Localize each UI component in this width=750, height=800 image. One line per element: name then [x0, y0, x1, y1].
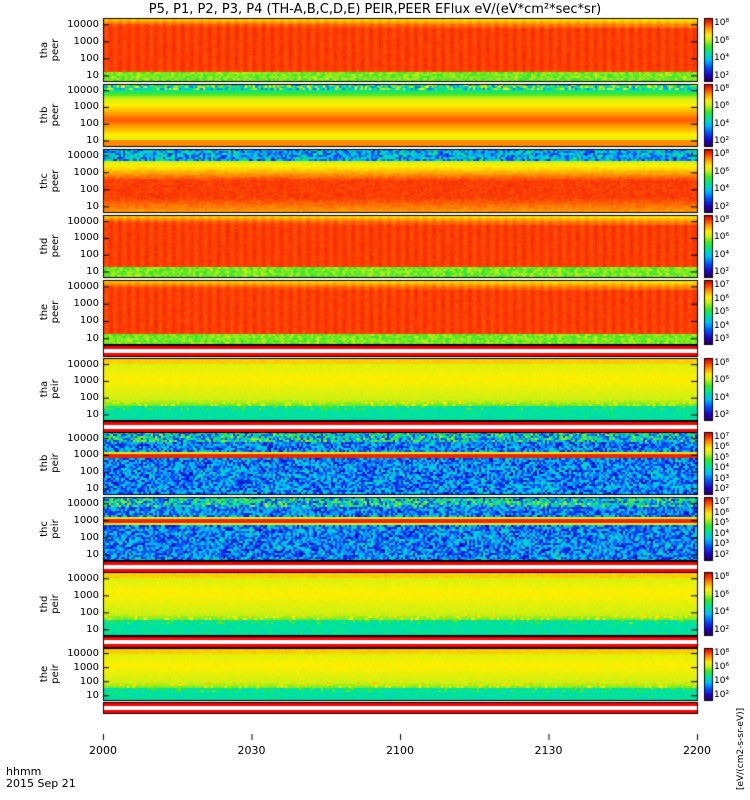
y-tick-label: 10: [86, 332, 99, 344]
panel-probe-label: the: [39, 665, 50, 683]
y-tick-label: 100: [79, 531, 99, 543]
colorbar-tick-label: 10⁸: [714, 572, 730, 582]
y-tick-label: 10: [86, 482, 99, 494]
colorbar-tick-label: 10⁶: [714, 442, 730, 453]
y-tick-label: 10: [86, 623, 99, 635]
colorbar-tick-label: 10⁶: [714, 166, 730, 177]
panel-species-label: peir: [50, 664, 61, 684]
colorbar-tick-label: 10⁸: [714, 84, 730, 94]
y-tick-label: 1000: [73, 449, 99, 461]
y-tick-label: 1000: [73, 101, 99, 113]
colorbar-tick-label: 10³: [714, 473, 730, 484]
y-tick-label: 100: [79, 675, 99, 687]
y-tick-label: 1000: [73, 514, 99, 526]
y-tick-label: 10000: [67, 647, 99, 659]
y-tick-label: 100: [79, 118, 99, 130]
colorbar-tick-label: 10³: [714, 539, 730, 550]
chart-title: P5, P1, P2, P3, P4 (TH-A,B,C,D,E) PEIR,P…: [148, 2, 602, 17]
y-tick-label: 1000: [73, 661, 99, 673]
colorbar-tick-label: 10⁴: [714, 676, 730, 686]
colorbar-tick-label: 10⁶: [714, 375, 730, 386]
colorbar-tick-label: 10⁸: [714, 149, 730, 159]
date-label: 2015 Sep 21: [6, 777, 76, 790]
colorbar-tick-label: 10⁶: [714, 35, 730, 46]
colorbar-tick-label: 10⁴: [714, 392, 730, 403]
colorbar-tick-label: 10⁵: [714, 452, 730, 463]
colorbar-tick-label: 10²: [714, 136, 730, 146]
y-tick-label: 1000: [73, 232, 99, 244]
y-tick-label: 100: [79, 249, 99, 261]
y-tick-label: 10000: [67, 358, 99, 370]
y-tick-label: 100: [79, 183, 99, 195]
x-tick-label: 2130: [534, 744, 563, 757]
y-tick-label: 10: [86, 408, 99, 420]
colorbar-tick-label: 10⁴: [714, 184, 730, 195]
colorbar-tick-label: 10⁴: [714, 607, 730, 618]
colorbar-tick-label: 10⁴: [714, 249, 730, 260]
y-tick-label: 10000: [67, 149, 99, 161]
y-tick-label: 10: [86, 265, 99, 277]
colorbar-tick-label: 10⁵: [714, 518, 730, 529]
colorbar-tick-label: 10⁵: [714, 307, 730, 317]
colorbar-unit-label: [eV/(cm2-s-sr-eV)]: [736, 707, 746, 790]
time-format-label: hhmm: [6, 765, 42, 778]
colorbar-tick-label: 10⁶: [714, 101, 730, 112]
colorbar-tick-label: 10⁴: [714, 118, 730, 129]
y-tick-label: 100: [79, 52, 99, 64]
colorbar-tick-label: 10⁶: [714, 293, 730, 304]
y-tick-label: 1000: [73, 35, 99, 47]
x-tick-label: 2200: [683, 744, 711, 757]
y-tick-label: 10: [86, 689, 99, 701]
colorbar-tick-label: 10⁶: [714, 232, 730, 243]
colorbar-tick-label: 10⁸: [714, 18, 730, 28]
x-tick-label: 2100: [386, 744, 414, 757]
y-tick-label: 10: [86, 200, 99, 212]
y-tick-label: 10: [86, 134, 99, 146]
y-tick-label: 10: [86, 548, 99, 560]
colorbar-tick-label: 10⁶: [714, 662, 730, 672]
colorbar-tick-label: 10⁶: [714, 589, 730, 600]
colorbar-tick-label: 10²: [714, 410, 730, 420]
y-tick-label: 1000: [73, 298, 99, 310]
colorbar-tick-label: 10⁴: [714, 528, 730, 539]
y-tick-label: 10000: [67, 280, 99, 292]
colorbar-tick-label: 10⁸: [714, 215, 730, 225]
y-tick-label: 1000: [73, 589, 99, 601]
colorbar-tick-label: 10⁴: [714, 463, 730, 474]
y-tick-label: 100: [79, 392, 99, 404]
colorbar-tick-label: 10⁷: [714, 432, 730, 442]
colorbar-tick-label: 10⁷: [714, 497, 730, 507]
y-tick-label: 10000: [67, 432, 99, 444]
y-tick-label: 10000: [67, 572, 99, 584]
colorbar-tick-label: 10⁸: [714, 358, 730, 368]
colorbar-tick-label: 10⁶: [714, 507, 730, 518]
y-tick-label: 100: [79, 606, 99, 618]
colorbar-tick-label: 10²: [714, 71, 730, 81]
y-tick-label: 100: [79, 315, 99, 327]
colorbar-tick-label: 10²: [714, 202, 730, 212]
y-tick-label: 10000: [67, 497, 99, 509]
colorbar-tick-label: 10²: [714, 690, 730, 700]
x-tick-label: 2000: [89, 744, 117, 757]
colorbar-tick-label: 10³: [714, 334, 730, 344]
y-tick-label: 10000: [67, 215, 99, 227]
colorbar-tick-label: 10²: [714, 625, 730, 635]
y-tick-label: 10000: [67, 18, 99, 30]
y-tick-label: 10: [86, 69, 99, 81]
y-tick-label: 10000: [67, 84, 99, 96]
panel-label-the-peir: the peir: [39, 654, 61, 694]
colorbar-tick-label: 10²: [714, 550, 730, 560]
colorbar-tick-label: 10⁸: [714, 648, 730, 658]
y-tick-label: 1000: [73, 375, 99, 387]
colorbar-tick-label: 10²: [714, 484, 730, 494]
colorbar-tick-label: 10⁷: [714, 280, 730, 290]
colorbar-tick-label: 10⁴: [714, 53, 730, 64]
y-tick-label: 100: [79, 466, 99, 478]
x-tick-label: 2030: [237, 744, 266, 757]
colorbar-tick-label: 10⁴: [714, 320, 730, 331]
footer-time-label: hhmm 2015 Sep 21: [6, 766, 76, 790]
y-tick-label: 1000: [73, 166, 99, 178]
colorbar-tick-label: 10²: [714, 267, 730, 277]
